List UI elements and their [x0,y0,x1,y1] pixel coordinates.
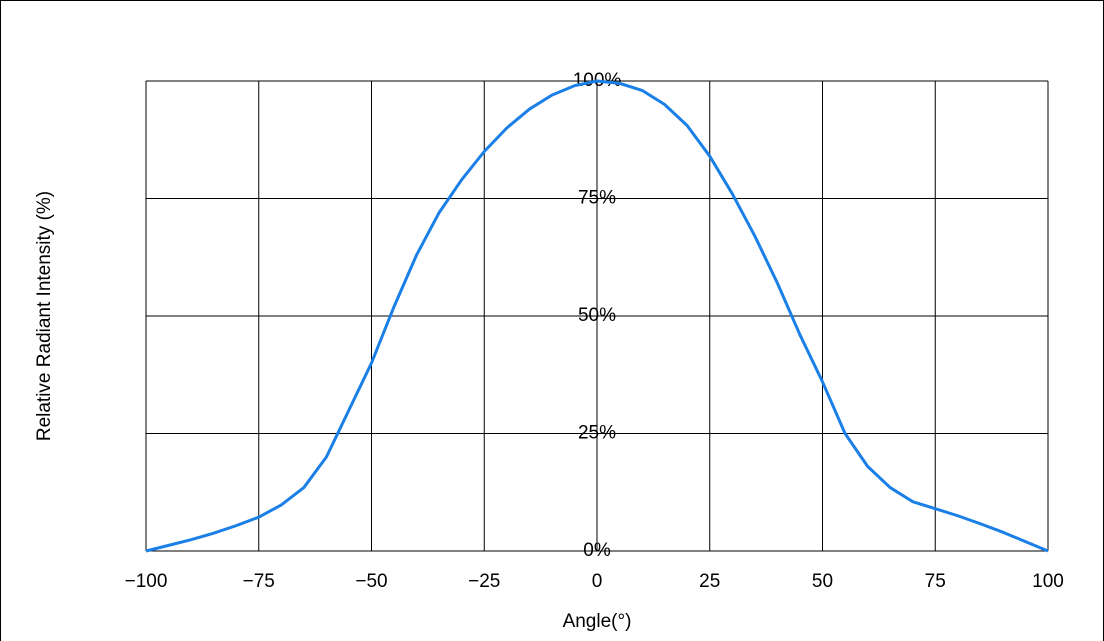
x-tick-label: −50 [355,571,387,592]
x-axis-label: Angle(°) [563,611,632,632]
y-axis-label: Relative Radiant Intensity (%) [34,191,55,441]
x-tick-label: −25 [468,571,500,592]
y-tick-label: 75% [578,188,616,209]
line-series [145,79,1049,553]
x-tick-label: −75 [243,571,275,592]
y-tick-label: 0% [583,540,611,561]
x-tick-label: 100 [1032,571,1064,592]
x-tick-label: 25 [699,571,720,592]
x-tick-label: 75 [925,571,946,592]
x-tick-label: −100 [125,571,168,592]
y-tick-label: 50% [578,305,616,326]
x-tick-label: 0 [592,571,603,592]
x-tick-label: 50 [812,571,833,592]
y-tick-label: 25% [578,423,616,444]
